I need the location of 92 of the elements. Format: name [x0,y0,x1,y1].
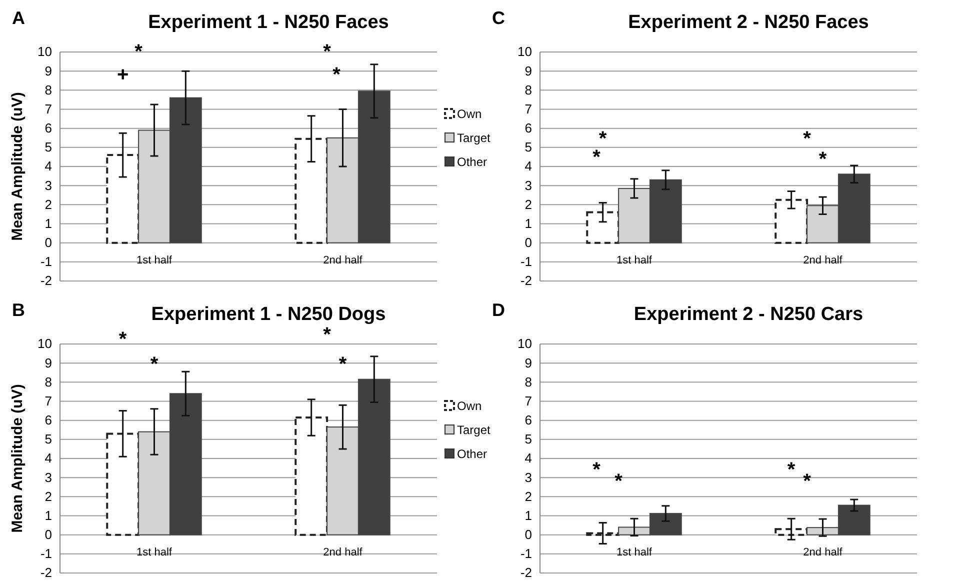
y-tick-label: 3 [524,470,532,485]
y-tick-label: 7 [524,393,532,408]
x-tick-label: 1st half [616,254,653,267]
y-tick-label: 5 [44,432,52,447]
y-tick-label: 2 [44,488,52,504]
y-tick-label: 1 [524,508,532,523]
y-tick-label: 0 [44,234,52,250]
y-tick-label: -2 [40,565,52,580]
y-tick-label: 5 [44,140,52,155]
annotation: * [803,128,812,150]
x-tick-label: 2nd half [803,546,844,559]
y-tick-label: 8 [524,82,532,98]
y-tick-label: -2 [520,273,532,288]
annotation: * [592,146,601,168]
y-tick-label: 2 [44,196,52,212]
y-tick-label: 9 [524,355,532,370]
annotation: + [116,64,129,86]
y-tick-label: -1 [40,546,52,562]
y-tick-label: 10 [38,44,52,60]
text: D [492,300,505,320]
text: A [12,8,25,28]
y-tick-label: 5 [524,432,532,447]
y-tick-label: 1 [524,216,532,231]
y-tick-label: 3 [44,178,52,193]
y-tick-label: 8 [44,374,52,390]
chart-title: Experiment 1 - N250 Faces [148,12,389,33]
y-tick-label: 1 [44,508,52,523]
legend-label: Own [457,399,482,413]
text: B [12,300,25,320]
annotation: * [787,458,796,481]
y-tick-label: -1 [520,546,532,562]
x-tick-label: 2nd half [323,254,364,267]
y-tick-label: -1 [40,254,52,270]
y-tick-label: 6 [44,120,52,136]
annotation: * [323,41,332,63]
y-axis-title: Mean Amplitude (uV) [9,384,26,533]
x-tick-label: 2nd half [323,546,364,559]
y-tick-label: 9 [44,355,52,370]
y-tick-label: -2 [520,565,532,580]
y-tick-label: 8 [524,374,532,390]
annotation: * [338,354,347,376]
y-tick-label: 0 [44,526,52,542]
y-tick-label: 10 [38,336,52,352]
y-tick-label: 9 [524,63,532,78]
annotation: * [134,41,143,63]
y-tick-label: 10 [518,336,532,352]
y-tick-label: 10 [518,44,532,60]
annotation: * [803,470,812,492]
y-tick-label: 8 [44,82,52,98]
legend-label: Target [457,423,492,437]
annotation: * [118,328,127,350]
y-tick-label: -1 [520,254,532,270]
annotation: * [150,354,158,376]
annotation: * [332,64,341,86]
annotation: * [323,324,332,346]
y-tick-label: 4 [44,158,52,174]
y-tick-label: 6 [524,120,532,136]
y-tick-label: 1 [44,216,52,231]
annotation: * [598,128,607,150]
y-axis-title: Mean Amplitude (uV) [9,92,26,241]
y-tick-label: 3 [44,470,52,485]
text: C [492,8,505,28]
y-tick-label: 4 [44,450,52,466]
legend-label: Other [457,447,488,461]
annotation: * [818,148,827,171]
x-tick-label: 1st half [136,546,173,559]
x-tick-label: 1st half [616,546,653,559]
y-tick-label: 2 [524,488,532,504]
y-tick-label: -2 [40,273,52,288]
y-tick-label: 6 [44,412,52,428]
legend-label: Own [457,107,482,121]
y-tick-label: 4 [524,450,532,466]
x-tick-label: 1st half [136,254,173,267]
chart-title: Experiment 2 - N250 Cars [634,304,864,325]
legend-label: Other [457,155,488,169]
y-tick-label: 9 [44,63,52,78]
y-tick-label: 7 [524,101,532,116]
y-tick-label: 7 [44,101,52,116]
y-tick-label: 7 [44,393,52,408]
y-tick-label: 4 [524,158,532,174]
y-tick-label: 0 [524,234,532,250]
y-tick-label: 5 [524,140,532,155]
y-tick-label: 3 [524,178,532,193]
y-tick-label: 0 [524,526,532,542]
annotation: * [614,470,623,492]
legend-label: Target [457,131,492,145]
chart-title: Experiment 2 - N250 Faces [628,12,869,33]
y-tick-label: 2 [524,196,532,212]
annotation: * [592,458,601,481]
y-tick-label: 6 [524,412,532,428]
chart-title: Experiment 1 - N250 Dogs [151,304,386,325]
x-tick-label: 2nd half [803,254,844,267]
